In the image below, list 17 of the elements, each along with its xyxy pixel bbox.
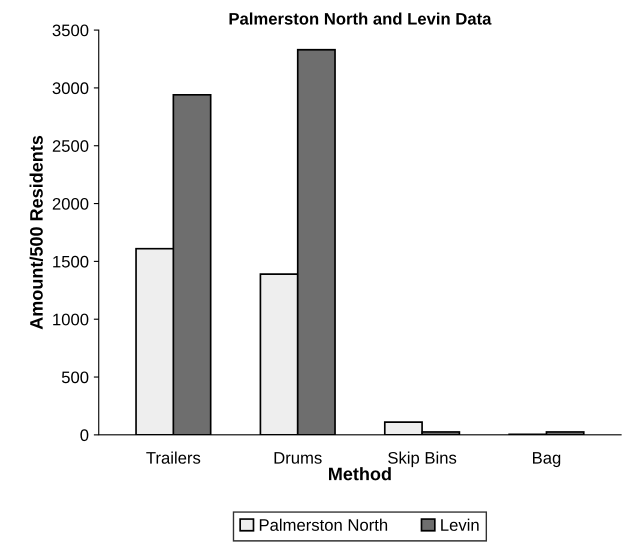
- x-tick-label: Bag: [532, 452, 560, 468]
- legend-label: Palmerston North: [260, 518, 388, 531]
- y-tick-label: 0: [80, 429, 88, 442]
- y-tick-label: 1000: [53, 314, 88, 326]
- y-tick-label: 2500: [52, 140, 88, 152]
- x-tick-label: Skip Bins: [388, 452, 456, 468]
- x-tick-label: Trailers: [146, 452, 200, 464]
- y-tick-label: 500: [62, 371, 88, 384]
- y-tick-label: 3000: [52, 82, 88, 94]
- y-tick-label: 1500: [53, 256, 88, 268]
- legend-label: Levin: [441, 518, 479, 531]
- y-tick-label: 3500: [52, 24, 88, 36]
- y-tick-label: 2000: [52, 198, 88, 210]
- chart-title: Palmerston North and Levin Data: [230, 12, 492, 25]
- x-axis-title: Method: [329, 467, 391, 480]
- x-tick-label: Drums: [274, 452, 322, 464]
- y-axis-title: Amount/500 Residents: [30, 136, 43, 330]
